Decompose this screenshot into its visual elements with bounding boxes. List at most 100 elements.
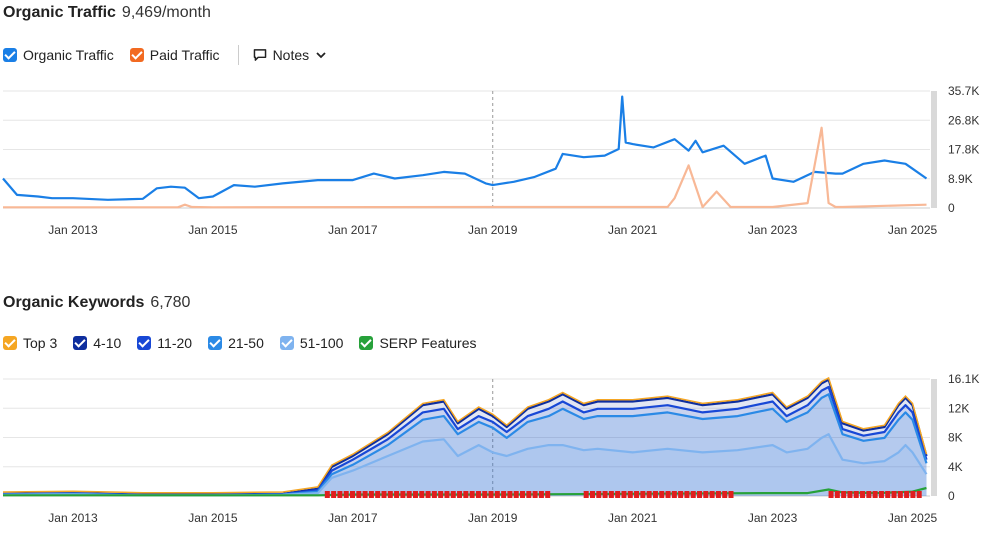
serp-feature-marker <box>324 491 330 498</box>
serp-feature-marker <box>450 491 456 498</box>
serp-feature-marker <box>621 491 627 498</box>
checkbox-icon[interactable] <box>3 336 17 350</box>
checkbox-icon[interactable] <box>137 336 152 350</box>
serp-feature-marker <box>834 491 840 498</box>
y-tick-label: 26.8K <box>948 113 979 127</box>
checkbox-icon[interactable] <box>279 336 294 350</box>
serp-feature-marker <box>665 491 671 498</box>
serp-feature-marker <box>596 491 602 498</box>
serp-feature-marker <box>375 491 381 498</box>
legend-label: Paid Traffic <box>149 47 220 63</box>
serp-feature-marker <box>690 491 696 498</box>
legend-4-10[interactable]: 4-10 <box>73 335 121 351</box>
series-organic-traffic <box>2 95 928 201</box>
y-tick-label: 8K <box>948 431 963 445</box>
serp-feature-marker <box>860 491 866 498</box>
serp-feature-marker <box>488 491 494 498</box>
x-tick-label: Jan 2019 <box>468 223 518 237</box>
y-tick-label: 35.7K <box>948 84 979 98</box>
serp-feature-marker <box>350 491 356 498</box>
serp-feature-marker <box>469 491 475 498</box>
y-tick-label: 16.1K <box>948 372 979 386</box>
serp-feature-marker <box>697 491 703 498</box>
x-tick-label: Jan 2019 <box>468 511 518 525</box>
serp-feature-marker <box>703 491 709 498</box>
serp-feature-marker <box>406 491 412 498</box>
scrollbar <box>931 379 937 496</box>
legend-paid-traffic[interactable]: Paid Traffic <box>129 47 220 63</box>
y-tick-label: 4K <box>948 460 963 474</box>
x-tick-label: Jan 2015 <box>188 511 238 525</box>
series-paid-traffic <box>3 126 927 209</box>
series-11-20-area <box>3 387 927 496</box>
serp-feature-marker <box>444 491 450 498</box>
serp-feature-marker <box>526 491 532 498</box>
serp-feature-marker <box>671 491 677 498</box>
x-tick-label: Jan 2017 <box>328 511 378 525</box>
serp-feature-marker <box>419 491 425 498</box>
checkbox-icon[interactable] <box>208 336 223 350</box>
serp-feature-marker <box>722 491 728 498</box>
keywords-value: 6,780 <box>150 294 191 311</box>
notes-button[interactable]: Notes <box>253 47 328 63</box>
serp-feature-marker <box>538 491 544 498</box>
divider <box>237 45 239 65</box>
serp-feature-marker <box>853 491 859 498</box>
legend-serp-features[interactable]: SERP Features <box>359 335 476 351</box>
y-tick-label: 12K <box>948 401 969 415</box>
serp-feature-marker <box>501 491 507 498</box>
serp-feature-marker <box>615 491 621 498</box>
serp-feature-marker <box>866 491 872 498</box>
serp-feature-marker <box>507 491 513 498</box>
series-4-10 <box>2 378 928 496</box>
y-tick-label: 0 <box>948 489 955 503</box>
serp-feature-marker <box>878 491 884 498</box>
legend-label: 11-20 <box>157 335 193 351</box>
serp-feature-marker <box>847 491 853 498</box>
x-tick-label: Jan 2017 <box>328 223 378 237</box>
serp-feature-marker <box>709 491 715 498</box>
series-21-50-area <box>3 394 927 496</box>
legend-11-20[interactable]: 11-20 <box>137 335 192 351</box>
legend-51-100[interactable]: 51-100 <box>279 335 343 351</box>
legend-21-50[interactable]: 21-50 <box>208 335 264 351</box>
serp-feature-marker <box>891 491 897 498</box>
x-tick-label: Jan 2013 <box>48 511 98 525</box>
serp-feature-marker <box>431 491 437 498</box>
serp-feature-marker <box>897 491 903 498</box>
traffic-legend: Organic Traffic Paid Traffic Notes <box>3 45 343 65</box>
serp-feature-marker <box>362 491 368 498</box>
keywords-legend: Top 3 4-10 11-20 21-50 51-100 SERP Featu… <box>3 335 492 351</box>
series-21-50 <box>2 393 928 497</box>
serp-feature-marker <box>387 491 393 498</box>
serp-feature-marker <box>602 491 608 498</box>
serp-feature-marker <box>828 491 834 498</box>
serp-feature-marker <box>400 491 406 498</box>
legend-organic-traffic[interactable]: Organic Traffic <box>3 47 114 63</box>
checkbox-icon[interactable] <box>3 48 17 62</box>
series-top-3 <box>2 376 928 494</box>
series-51-100 <box>2 433 928 497</box>
serp-feature-marker <box>331 491 337 498</box>
legend-label: SERP Features <box>379 335 477 351</box>
serp-feature-marker <box>910 491 916 498</box>
checkbox-icon[interactable] <box>359 336 374 350</box>
serp-feature-marker <box>872 491 878 498</box>
keywords-title-text: Organic Keywords <box>3 294 145 311</box>
y-tick-label: 8.9K <box>948 172 973 186</box>
serp-feature-marker <box>520 491 526 498</box>
serp-feature-marker <box>381 491 387 498</box>
checkbox-icon[interactable] <box>73 336 88 350</box>
x-tick-label: Jan 2025 <box>888 511 938 525</box>
serp-feature-marker <box>482 491 488 498</box>
serp-feature-marker <box>684 491 690 498</box>
x-tick-label: Jan 2023 <box>748 223 798 237</box>
serp-feature-marker <box>916 491 922 498</box>
serp-feature-marker <box>532 491 538 498</box>
legend-top3[interactable]: Top 3 <box>3 335 57 351</box>
serp-feature-marker <box>640 491 646 498</box>
x-tick-label: Jan 2015 <box>188 223 238 237</box>
traffic-title-text: Organic Traffic <box>3 4 116 21</box>
serp-feature-marker <box>394 491 400 498</box>
checkbox-icon[interactable] <box>129 48 144 62</box>
